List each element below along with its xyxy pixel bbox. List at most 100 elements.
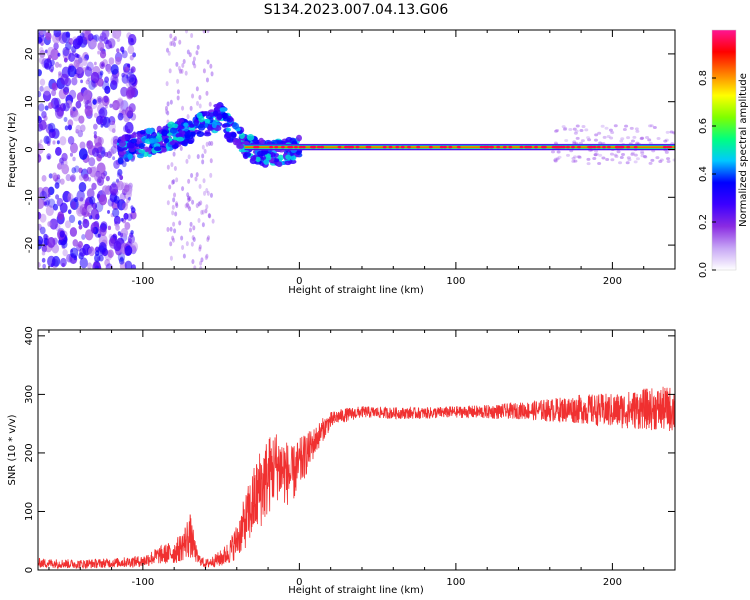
spectrogram-carrier-peak: [289, 145, 294, 149]
spectrogram-streak-mark: [176, 89, 180, 95]
spectrogram-carrier-peak: [540, 145, 545, 149]
spectrogram-streak-mark: [172, 179, 176, 185]
spectrogram-noise-mark: [120, 46, 125, 53]
spectrogram-noise-mark: [127, 85, 137, 98]
spectrogram-streak-mark: [166, 110, 170, 116]
spectrogram-faint-mark: [640, 150, 645, 154]
spectrogram-noise-mark: [77, 241, 83, 249]
spectrogram-y-axis-label: Frequency (Hz): [7, 112, 18, 188]
spectrogram-streak-mark: [175, 61, 179, 67]
spectrogram-faint-mark: [666, 157, 671, 161]
spectrogram-streak-mark: [195, 86, 199, 92]
spectrogram-noise-mark: [57, 52, 61, 57]
spectrogram-carrier-peak: [439, 145, 444, 149]
spectrogram-noise-mark: [125, 66, 129, 71]
spectrogram-noise-mark: [38, 141, 41, 148]
spectrogram-drift-mark: [250, 155, 257, 162]
spectrogram-carrier-peak: [388, 145, 393, 149]
spectrogram-noise-mark: [68, 214, 76, 224]
spectrogram-noise-mark: [59, 230, 65, 238]
spectrogram-streak-mark: [171, 237, 175, 243]
spectrogram-noise-mark: [72, 38, 81, 50]
spectrogram-streak-mark: [184, 70, 188, 76]
spectrogram-streak-mark: [196, 100, 200, 106]
spectrogram-streak-mark: [196, 154, 200, 160]
spectrogram-streak-mark: [169, 255, 173, 261]
spectrogram-noise-mark: [107, 185, 110, 189]
spectrogram-noise-mark: [78, 174, 84, 181]
spectrogram-noise-mark: [72, 156, 76, 162]
spectrogram-faint-mark: [613, 153, 618, 157]
spectrogram-noise-mark: [127, 45, 135, 55]
spectrogram-noise-mark: [79, 197, 84, 202]
spectrogram-noise-mark: [105, 175, 110, 182]
spectrogram-carrier-peak: [615, 145, 620, 149]
spectrogram-carrier-peak: [557, 145, 562, 149]
spectrogram-drift-mark: [263, 159, 270, 165]
spectrogram-streak-mark: [190, 33, 194, 39]
spectrogram-noise-mark: [94, 61, 97, 66]
spectrogram-noise-mark: [58, 63, 62, 68]
spectrogram-faint-mark: [618, 161, 623, 165]
spectrogram-carrier-peak: [280, 145, 285, 149]
spectrogram-noise-mark: [74, 165, 80, 173]
spectrogram-noise-mark: [52, 140, 56, 145]
spectrogram-noise-mark: [39, 78, 46, 86]
spectrogram-drift-mark: [136, 153, 145, 159]
spectrogram-noise-mark: [62, 46, 70, 57]
spectrogram-carrier-peak: [519, 145, 524, 149]
spectrogram-noise-mark: [92, 166, 98, 173]
spectrogram-streak-mark: [190, 241, 194, 247]
spectrogram-noise-mark: [72, 239, 79, 247]
spectrogram-noise-mark: [96, 146, 106, 159]
spectrogram-drift-mark: [160, 147, 168, 153]
spectrogram-drift-mark: [149, 138, 155, 144]
spectrogram-streak-mark: [201, 153, 205, 159]
spectrogram-faint-mark: [620, 137, 625, 141]
spectrogram-noise-mark: [79, 257, 88, 269]
spectrogram-noise-mark: [93, 112, 99, 119]
spectrogram-noise-mark: [38, 143, 44, 155]
spectrogram-streak-mark: [195, 172, 199, 178]
spectrogram-x-tick-label: 0: [296, 276, 302, 287]
spectrogram-faint-mark: [624, 124, 629, 128]
spectrogram-noise-mark: [97, 41, 105, 51]
spectrogram-drift-mark: [216, 113, 223, 120]
spectrogram-noise-mark: [70, 175, 75, 183]
spectrogram-noise-mark: [80, 124, 86, 132]
spectrogram-noise-mark: [96, 115, 104, 125]
spectrogram-streak-mark: [209, 158, 213, 164]
spectrogram-noise-mark: [68, 89, 77, 100]
spectrogram-faint-mark: [598, 141, 603, 145]
spectrogram-faint-mark: [586, 162, 591, 166]
spectrogram-carrier-peak: [528, 145, 533, 149]
spectrogram-noise-mark: [59, 178, 65, 185]
spectrogram-noise-mark: [110, 64, 119, 75]
spectrogram-faint-mark: [629, 126, 634, 130]
spectrogram-noise-mark: [96, 176, 105, 187]
spectrogram-faint-mark: [573, 131, 578, 135]
snr-y-axis-label: SNR (10 * v/v): [7, 414, 18, 485]
spectrogram-carrier-peak: [508, 145, 513, 149]
spectrogram-faint-mark: [610, 158, 615, 162]
spectrogram-noise-mark: [51, 89, 57, 97]
spectrogram-noise-mark: [39, 226, 46, 235]
spectrogram-faint-mark: [655, 156, 660, 160]
spectrogram-noise-mark: [104, 104, 108, 109]
spectrogram-faint-mark: [594, 149, 599, 153]
spectrogram-noise-mark: [119, 174, 124, 181]
spectrogram-carrier-peak: [502, 145, 507, 149]
spectrogram-noise-mark: [86, 204, 93, 213]
spectrogram-noise-mark: [41, 250, 46, 256]
spectrogram-streak-mark: [187, 178, 191, 184]
spectrogram-faint-mark: [571, 157, 576, 161]
colorbar-ticks: 0.0 0.2 0.4 0.6 0.8: [698, 70, 716, 278]
spectrogram-faint-mark: [672, 131, 675, 135]
spectrogram-faint-mark: [649, 124, 654, 128]
spectrogram-noise-mark: [68, 52, 76, 62]
spectrogram-noise-mark: [75, 66, 85, 79]
spectrogram-carrier-peak: [255, 145, 260, 149]
spectrogram-noise-mark: [107, 209, 110, 214]
figure-title: S134.2023.007.04.13.G06: [264, 2, 449, 18]
